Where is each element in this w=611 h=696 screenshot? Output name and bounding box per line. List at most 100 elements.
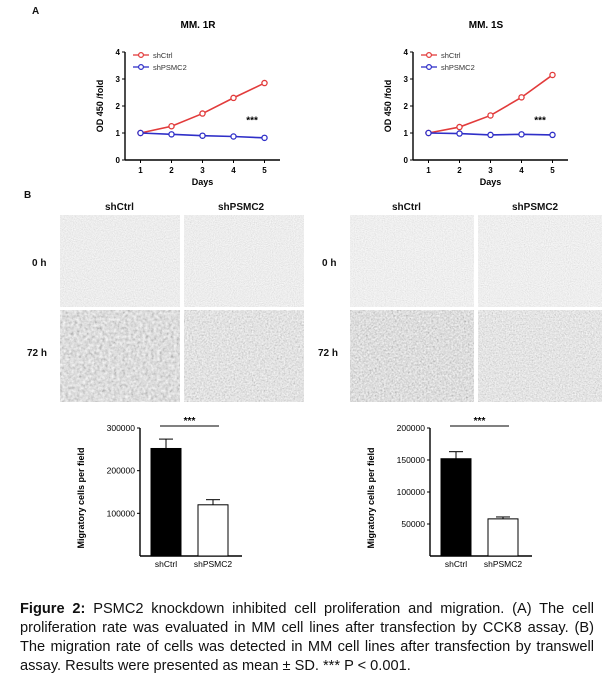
y-tick-label: 3 [404,75,409,84]
chart-title: MM. 1R [181,20,217,31]
x-tick-label: 2 [169,166,174,175]
data-point [549,71,556,79]
y-axis-label: Migratory cells per field [76,447,86,548]
legend-marker [137,63,144,70]
data-point [230,133,237,140]
y-tick-label: 4 [116,48,121,57]
caption-text: PSMC2 knockdown inhibited cell prolifera… [20,601,595,674]
micrograph-shpsmc2-72h-right [478,310,602,402]
micrograph-texture [478,310,602,402]
col-label-shpsmc2-right: shPSMC2 [512,202,559,213]
micrograph-shpsmc2-0h-left [184,215,304,307]
bar [440,458,472,557]
x-tick-label: 1 [426,166,431,175]
y-tick-label: 0 [404,156,409,165]
x-tick-label: 1 [138,166,143,175]
legend-label: shCtrl [153,51,173,60]
x-tick-label: 3 [488,166,493,175]
significance-label: *** [534,116,546,127]
y-tick-label: 200000 [397,423,426,433]
x-tick-label: shPSMC2 [484,559,523,569]
row-label-0h-left: 0 h [32,258,47,269]
micrograph-texture [60,310,180,402]
line-chart-mm1r: MM. 1R 0 1 2 3 4 1 2 3 4 5 Days OD 450 /fold shCtrl s… [95,20,280,187]
line-chart-mm1s: MM. 1S 0 1 2 3 4 1 2 3 4 5 Days OD 450 /fold shCtrl s… [383,20,568,187]
x-tick-label: shCtrl [445,559,467,569]
x-tick-label: 3 [200,166,205,175]
col-label-shctrl-right: shCtrl [392,202,421,213]
x-tick-label: 5 [550,166,555,175]
data-point [168,123,175,130]
y-tick-label: 150000 [397,455,426,465]
y-tick-label: 4 [404,48,409,57]
micrograph-shctrl-0h-right [350,215,474,307]
data-point [456,130,463,137]
data-point [199,110,206,117]
data-point [230,94,237,102]
col-label-shpsmc2-left: shPSMC2 [218,202,265,213]
micrograph-texture [350,310,474,402]
y-tick-label: 1 [404,129,409,138]
x-tick-label: shCtrl [155,559,177,569]
micrograph-texture [184,310,304,402]
y-tick-label: 100000 [107,508,136,518]
micrograph-shctrl-0h-left [60,215,180,307]
chart-title: MM. 1S [469,20,504,31]
x-axis-label: Days [480,177,502,187]
micrograph-texture [350,215,474,307]
row-label-0h-right: 0 h [322,258,337,269]
bar-chart-right: 50000 100000 150000 200000 Migratory cells p… [366,416,532,569]
data-point [487,112,494,119]
data-point [518,131,525,138]
y-axis-label: OD 450 /fold [383,80,393,133]
y-axis-label: Migratory cells per field [366,447,376,548]
y-tick-label: 3 [116,75,121,84]
caption-label: Figure 2: [20,601,86,617]
data-point [261,79,268,87]
y-tick-label: 2 [404,102,409,111]
y-tick-label: 100000 [397,487,426,497]
micrograph-shctrl-72h-left [60,310,180,402]
y-tick-label: 50000 [401,519,425,529]
legend-marker [425,51,432,58]
micrograph-shpsmc2-0h-right [478,215,602,307]
row-label-72h-left: 72 h [27,348,48,359]
bar-chart-left: 100000 200000 300000 Migratory cells per fi… [76,416,242,569]
significance-label: *** [184,416,196,427]
x-tick-label: 5 [262,166,267,175]
bar [197,504,229,557]
legend-marker [425,63,432,70]
y-axis-label: OD 450 /fold [95,80,105,133]
y-tick-label: 2 [116,102,121,111]
figure-caption: Figure 2: PSMC2 knockdown inhibited cell… [20,600,594,676]
data-point [168,131,175,138]
significance-label: *** [474,416,486,427]
legend-marker [137,51,144,58]
data-point [199,132,206,139]
data-point [549,131,556,139]
y-tick-label: 1 [116,129,121,138]
y-tick-label: 200000 [107,466,136,476]
legend-label: shPSMC2 [153,63,187,72]
y-tick-label: 300000 [107,423,136,433]
data-point [425,129,432,137]
row-label-72h-right: 72 h [318,348,339,359]
panel-b-label: B [24,190,32,201]
legend-label: shPSMC2 [441,63,475,72]
panel-a-label: A [32,6,40,17]
x-tick-label: 4 [231,166,236,175]
micrograph-texture [478,215,602,307]
micrograph-shctrl-72h-right [350,310,474,402]
x-tick-label: 4 [519,166,524,175]
significance-label: *** [246,116,258,127]
data-point [487,131,494,139]
micrograph-texture [60,215,180,307]
x-tick-label: shPSMC2 [194,559,233,569]
micrograph-shpsmc2-72h-left [184,310,304,402]
y-tick-label: 0 [116,156,121,165]
x-axis-label: Days [192,177,214,187]
data-point [456,123,463,131]
col-label-shctrl-left: shCtrl [105,202,134,213]
data-point [261,134,268,142]
bar [487,518,519,557]
